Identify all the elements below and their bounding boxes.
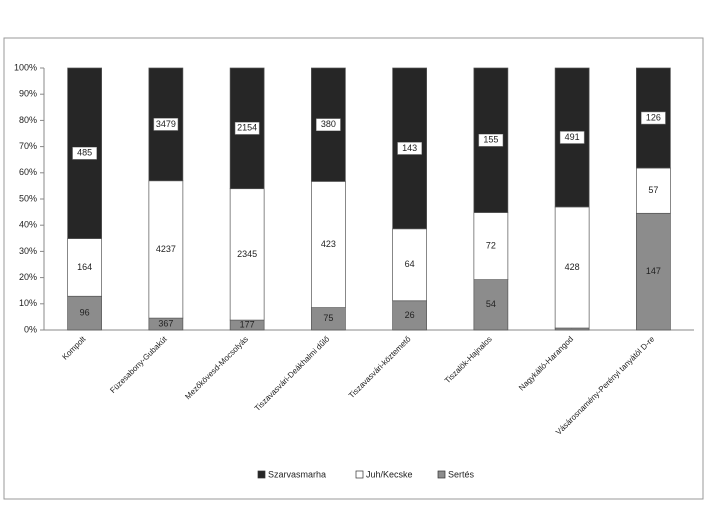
x-tick-label: Nagykálló-Harangod <box>517 335 575 393</box>
value-label-box <box>641 111 666 125</box>
value-label: 126 <box>646 112 661 122</box>
bar-segment <box>67 238 102 297</box>
value-label-box <box>153 118 179 131</box>
y-tick-label: 50% <box>19 193 37 203</box>
bar-segment <box>392 228 427 302</box>
x-tick-label: Mezőkövesd-Mocsolyás <box>183 335 250 402</box>
value-label: 491 <box>565 132 580 142</box>
legend-label: Szarvasmarha <box>268 469 326 479</box>
y-tick-label: 10% <box>19 298 37 308</box>
y-tick-label: 0% <box>24 324 37 334</box>
bar-segment <box>67 295 102 331</box>
value-label: 485 <box>77 148 92 158</box>
value-label: 4237 <box>156 244 176 254</box>
value-label-box <box>72 147 97 160</box>
x-tick-label: Tiszavasvári-Deákhalmi dűlő <box>253 334 332 413</box>
x-tick-label: Füzesabony-Gubakút <box>108 334 169 395</box>
value-label: 2154 <box>237 123 257 133</box>
y-tick-label: 40% <box>19 220 37 230</box>
value-label: 143 <box>402 143 417 153</box>
bar-segment <box>554 206 590 329</box>
value-label: 380 <box>321 119 336 129</box>
bar-segment <box>311 181 346 308</box>
x-tick-label: Vásárosnamény-Perényi tanyától D-re <box>554 334 657 437</box>
value-label: 423 <box>321 239 336 249</box>
y-tick-label: 100% <box>14 62 37 72</box>
legend-swatch <box>355 470 364 479</box>
y-tick-label: 20% <box>19 272 37 282</box>
value-label-box <box>397 142 422 155</box>
bar-segment <box>636 167 671 214</box>
legend-label: Sertés <box>448 469 475 479</box>
value-label: 3479 <box>156 119 176 129</box>
value-label-box <box>478 134 504 147</box>
value-label: 54 <box>486 299 496 309</box>
value-label: 72 <box>486 240 496 250</box>
bar-segment <box>473 279 509 331</box>
value-label: 177 <box>240 319 255 329</box>
y-tick-label: 60% <box>19 167 37 177</box>
y-tick-label: 30% <box>19 246 37 256</box>
legend-label: Juh/Kecske <box>366 469 413 479</box>
y-tick-label: 80% <box>19 115 37 125</box>
value-label: 428 <box>565 262 580 272</box>
bar-segment <box>148 180 184 319</box>
y-tick-label: 90% <box>19 89 37 99</box>
y-tick-label: 70% <box>19 141 37 151</box>
bar-segment <box>392 300 427 331</box>
x-tick-label: Tiszalök-Hajnalos <box>443 335 494 386</box>
value-label: 155 <box>483 135 498 145</box>
value-label: 64 <box>405 259 415 269</box>
value-label: 75 <box>323 313 333 323</box>
value-label: 164 <box>77 262 92 272</box>
value-label: 2345 <box>237 249 257 259</box>
legend-swatch <box>257 470 266 479</box>
value-label: 26 <box>405 310 415 320</box>
bar-segment <box>636 212 671 331</box>
x-tick-label: Tiszavasvári-köztemető <box>347 334 413 400</box>
value-label: 96 <box>80 307 90 317</box>
legend-swatch <box>437 470 446 479</box>
bar-segment <box>473 212 509 281</box>
bar-segment <box>229 188 265 321</box>
value-label-box <box>559 131 585 144</box>
value-label: 367 <box>158 318 173 328</box>
value-label-box <box>316 118 341 131</box>
x-tick-label: Kompolt <box>60 334 88 362</box>
value-label-box <box>234 122 260 135</box>
value-label: 57 <box>648 185 658 195</box>
value-label: 147 <box>646 266 661 276</box>
chart-frame <box>3 37 704 500</box>
